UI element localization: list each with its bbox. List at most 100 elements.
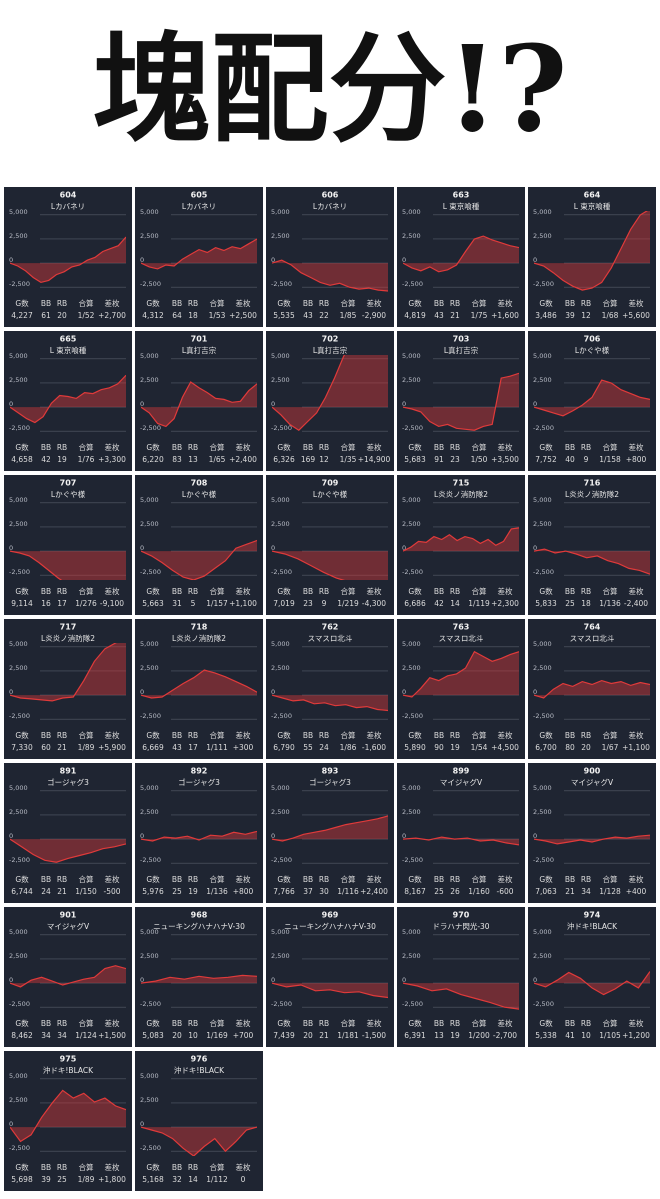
stat-value: 6,700 [535,743,557,752]
panel-title: 664 [584,191,601,200]
panel-title: 970 [453,911,470,920]
panel-background [4,187,132,327]
stat-label: BB [172,731,182,740]
area [403,651,519,697]
stat-value: 1/35 [340,455,357,464]
y-tick-label: 0 [533,544,537,552]
y-tick-label: 5,000 [140,784,159,792]
panel-subtitle: L 東京喰種 [443,201,480,211]
stat-value: 5,168 [142,1175,164,1184]
stat-label: 差枚 [367,874,382,884]
stat-label: BB [172,1163,182,1172]
stat-value: +1,200 [622,1031,650,1040]
stat-label: 合算 [603,1018,618,1028]
stat-value: 1/111 [206,743,228,752]
panel-subtitle: ニューキングハナハナV-30 [153,921,245,931]
y-tick-label: -2,500 [9,568,30,576]
panel-title: 899 [453,767,470,776]
line [141,974,257,984]
stat-label: BB [565,1019,575,1028]
panel-background [528,475,656,615]
panel-subtitle: 沖ドキ!BLACK [174,1065,225,1075]
area [403,983,519,1010]
stat-label: BB [303,875,313,884]
stat-label: 合算 [603,442,618,452]
stat-value: +1,600 [491,311,519,320]
y-tick-label: 2,500 [9,952,28,960]
y-tick-label: -2,500 [271,856,292,864]
y-tick-label: 2,500 [271,520,290,528]
stat-value: 20 [581,743,591,752]
stat-value: +400 [626,887,647,896]
area [141,670,257,698]
stat-label: 合算 [472,730,487,740]
area [403,373,519,431]
stat-label: 合算 [79,1162,94,1172]
line [10,236,126,284]
stat-value: 1/53 [209,311,226,320]
panel-background [397,763,525,903]
line [272,694,388,712]
y-tick-label: 5,000 [271,496,290,504]
panel-subtitle: L炎炎ノ消防隊2 [172,633,226,643]
stat-label: G数 [539,586,553,596]
stat-label: 合算 [79,586,94,596]
y-tick-label: -2,500 [140,424,161,432]
stat-value: 42 [41,455,51,464]
stat-label: BB [172,443,182,452]
panel-title: 606 [322,191,339,200]
stat-value: 1/181 [337,1031,359,1040]
line [403,527,519,552]
panel-title: 975 [60,1055,77,1064]
line [141,1126,257,1156]
panel-subtitle: スマスロ北斗 [439,634,484,643]
stat-value: 34 [57,1031,67,1040]
y-tick-label: 0 [140,1120,144,1128]
stat-value: 32 [172,1175,182,1184]
panel-subtitle: ゴージャグ3 [309,777,351,787]
stat-label: RB [57,299,67,308]
stat-value: -600 [496,887,513,896]
y-tick-label: 5,000 [140,496,159,504]
line [141,830,257,842]
stat-value: 37 [303,887,313,896]
stat-label: G数 [277,1018,291,1028]
y-tick-label: 0 [271,256,275,264]
y-tick-label: -2,500 [9,280,30,288]
stat-label: 合算 [79,298,94,308]
stat-label: 合算 [341,586,356,596]
stat-value: 1/52 [78,311,95,320]
y-tick-label: 5,000 [402,640,421,648]
y-tick-label: 2,500 [271,664,290,672]
stat-label: G数 [408,442,422,452]
stat-value: 24 [41,887,51,896]
line [534,211,648,291]
stat-label: 差枚 [498,874,513,884]
stat-value: -1,600 [362,743,386,752]
stat-label: 差枚 [236,1018,251,1028]
y-tick-label: 2,500 [533,232,552,240]
panel-title: 976 [191,1055,208,1064]
y-tick-label: 0 [9,544,13,552]
stat-label: RB [57,875,67,884]
stat-label: BB [565,731,575,740]
panel-background [528,331,656,471]
line [403,982,519,1010]
stat-label: BB [434,299,444,308]
panel-title: 968 [191,911,208,920]
stat-label: G数 [408,586,422,596]
stat-label: 差枚 [236,586,251,596]
area [141,382,257,427]
panel-background [4,475,132,615]
stat-value: 25 [434,887,444,896]
y-tick-label: 2,500 [533,520,552,528]
panel-subtitle: Lカバネリ [182,202,216,211]
y-tick-label: -2,500 [402,424,423,432]
stat-value: +1,800 [98,1175,126,1184]
stat-label: RB [57,587,67,596]
y-tick-label: -2,500 [140,856,161,864]
